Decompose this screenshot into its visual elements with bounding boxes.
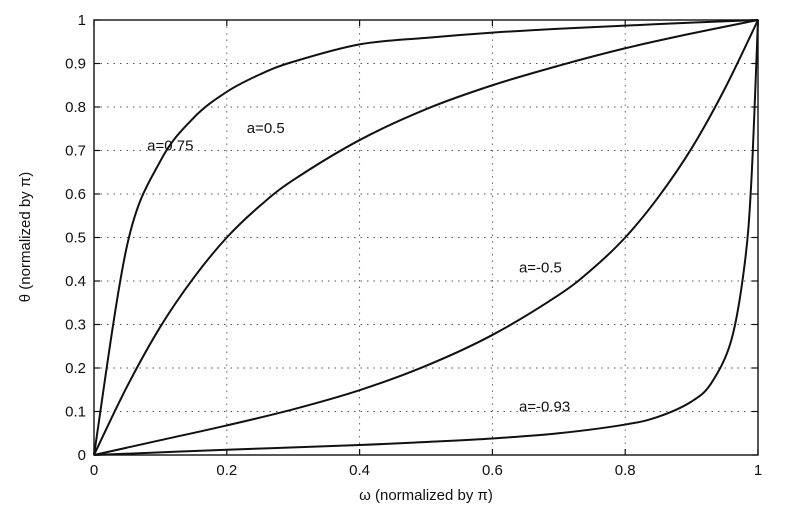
y-tick-label: 0.8	[65, 99, 86, 116]
y-tick-label: 0.5	[65, 230, 86, 247]
series-labels: a=0.75 a=0.5 a=-0.5 a=-0.93	[147, 120, 570, 415]
series-label-3: a=-0.93	[519, 399, 570, 416]
axis-ticks: 0 0.2 0.4 0.6 0.8 1 0 0.1 0.2 0.3 0.4 0.5 0.6 0.7 0.8 0…	[65, 12, 762, 479]
series-label-2: a=-0.5	[519, 259, 562, 276]
series-line-2	[93, 19, 759, 456]
series-line-3	[93, 19, 759, 456]
x-tick-label: 1	[754, 462, 762, 479]
x-tick-label: 0.4	[349, 462, 370, 479]
x-tick-label: 0.6	[482, 462, 503, 479]
y-tick-label: 0.2	[65, 360, 86, 377]
y-tick-label: 0.1	[65, 404, 86, 421]
y-axis-label: θ (normalized by π)	[17, 172, 34, 302]
y-tick-label: 0	[78, 447, 86, 464]
y-tick-label: 0.7	[65, 143, 86, 160]
series-label-0: a=0.75	[147, 138, 193, 155]
series-curves	[93, 19, 759, 456]
x-tick-label: 0.2	[216, 462, 237, 479]
y-tick-label: 0.4	[65, 273, 86, 290]
y-tick-label: 0.3	[65, 317, 86, 334]
series-label-1: a=0.5	[247, 120, 285, 137]
series-line-0	[93, 19, 759, 456]
x-tick-label: 0.8	[615, 462, 636, 479]
x-tick-label: 0	[90, 462, 98, 479]
y-tick-label: 0.9	[65, 56, 86, 73]
series-line-1	[93, 19, 759, 456]
grid-lines	[94, 20, 758, 455]
y-tick-label: 1	[78, 12, 86, 29]
x-axis-label: ω (normalized by π)	[359, 487, 493, 504]
y-tick-label: 0.6	[65, 186, 86, 203]
